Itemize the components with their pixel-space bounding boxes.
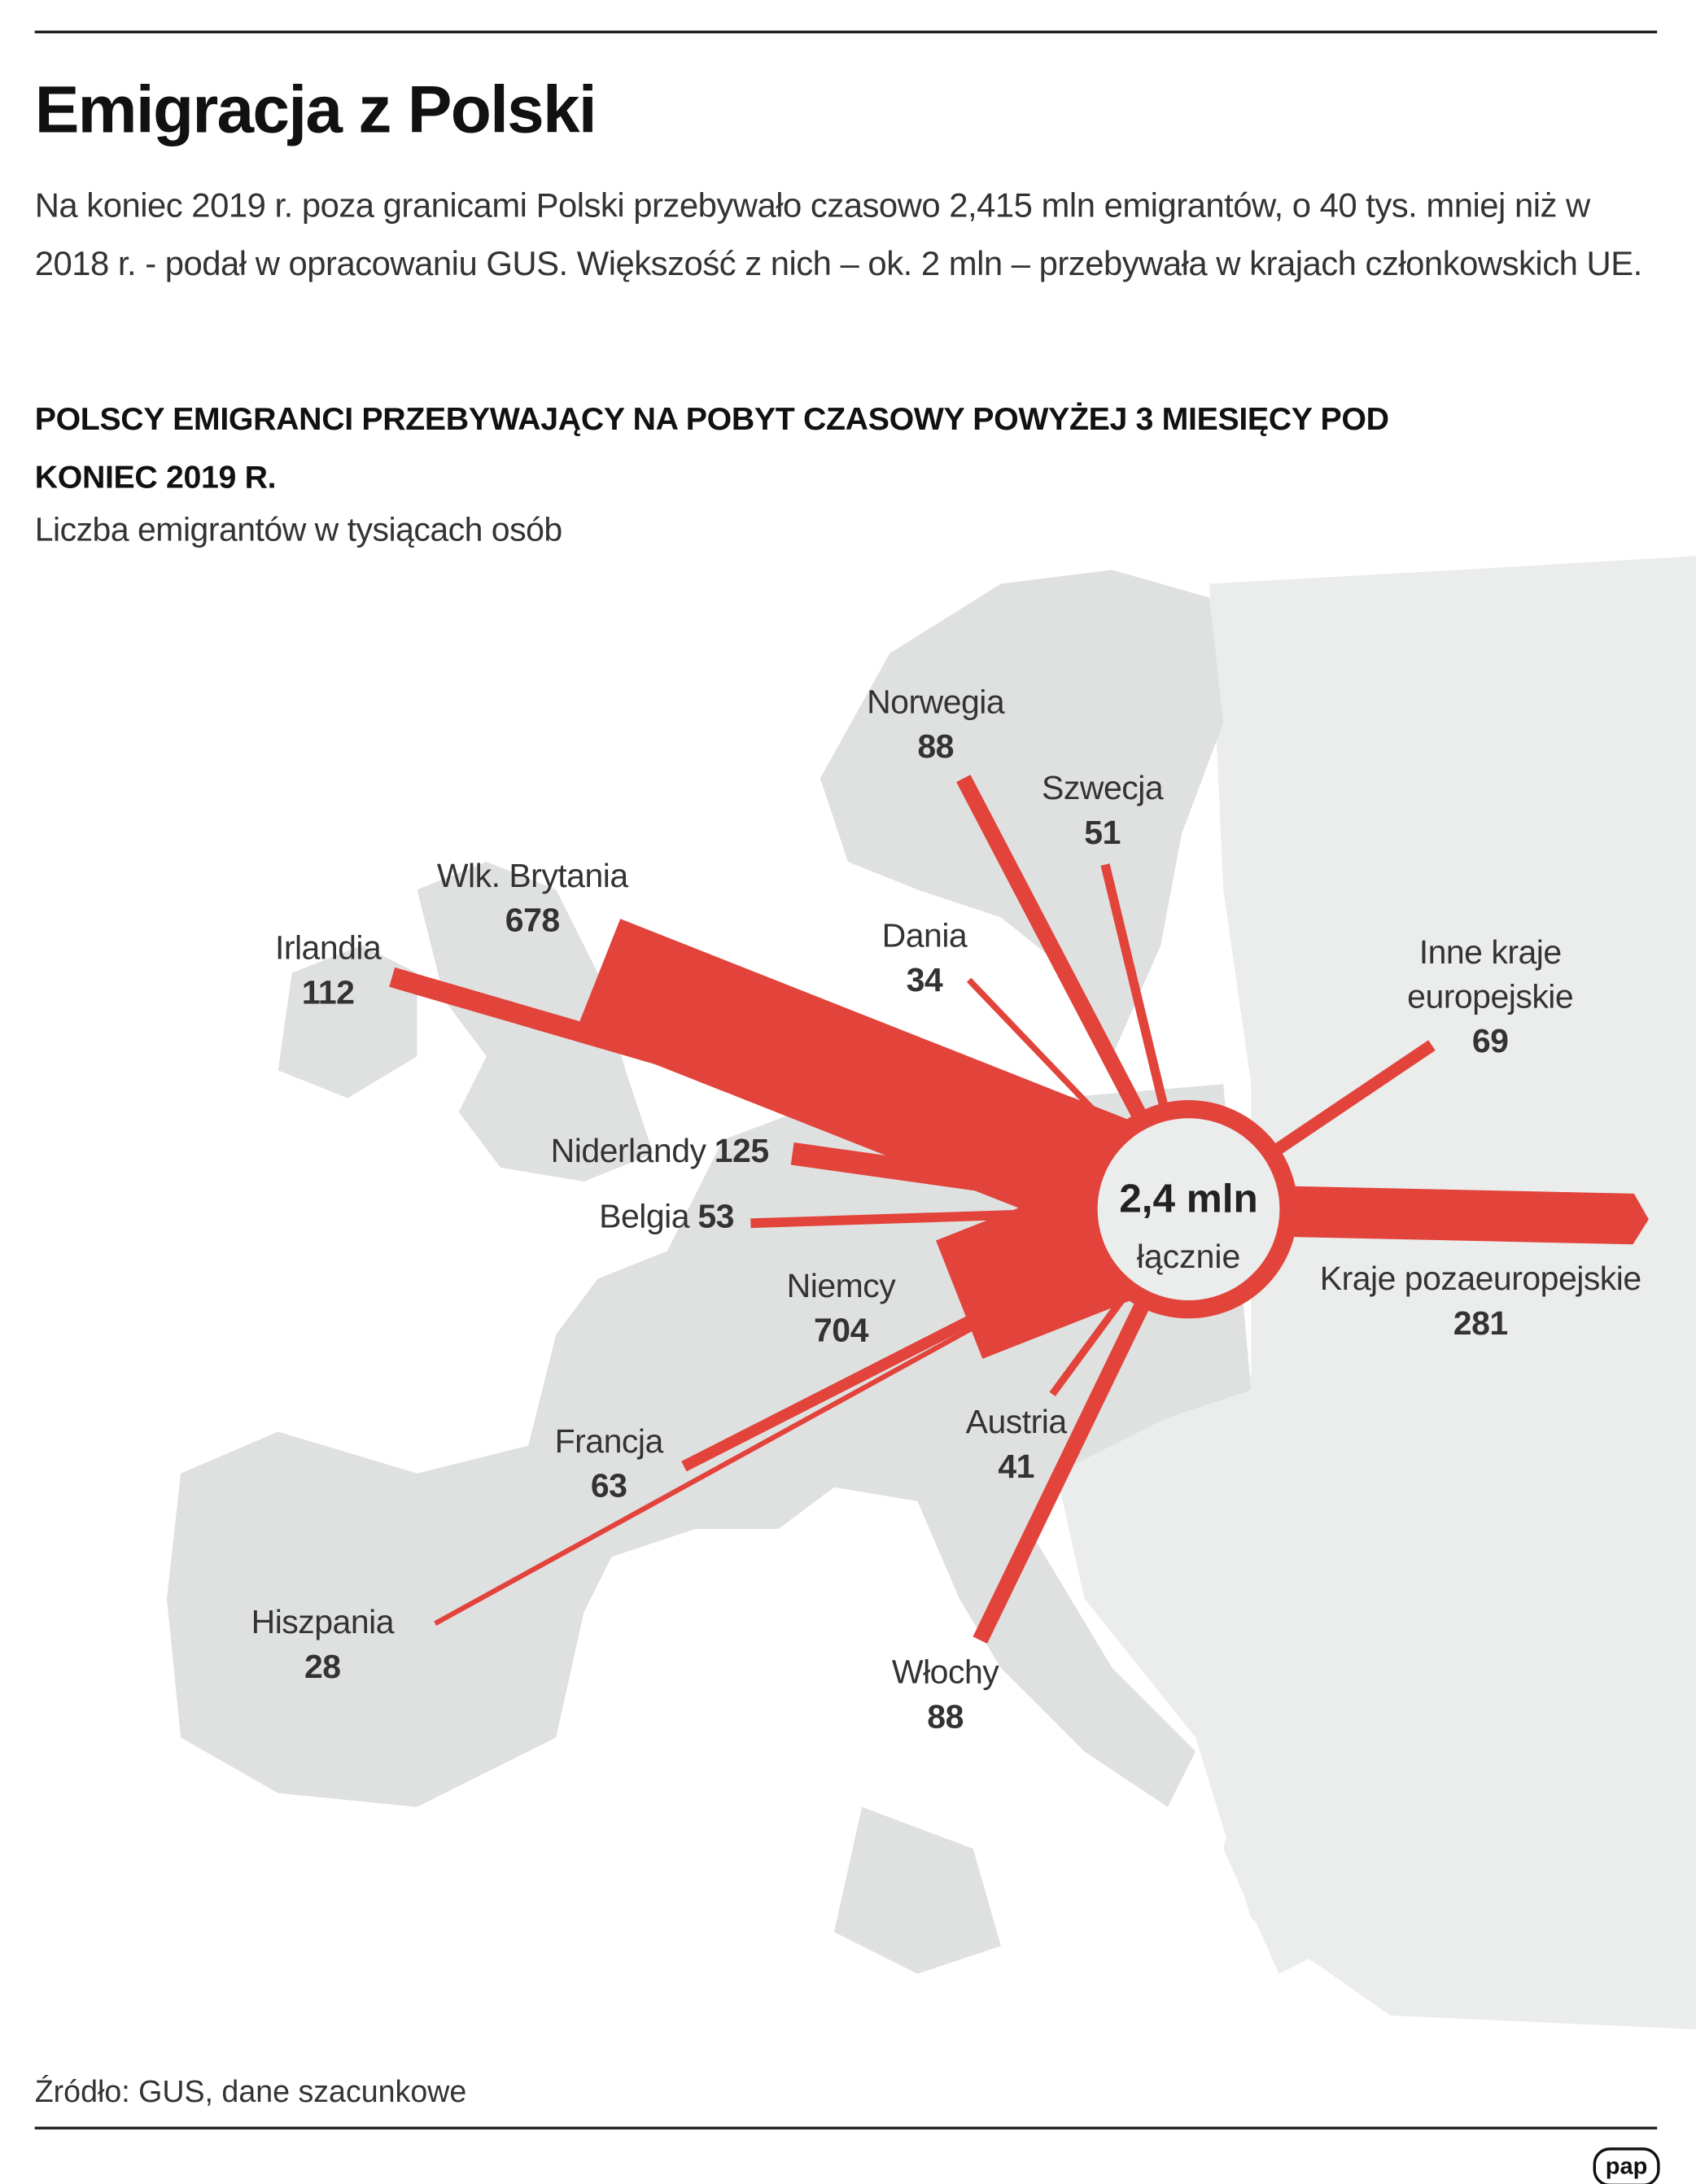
flow-label: Hiszpania 28 (251, 1601, 395, 1690)
country-name: Włochy (891, 1653, 999, 1692)
intro-text: Na koniec 2019 r. poza granicami Polski … (34, 187, 1643, 284)
value-label: 34 (906, 962, 943, 1000)
country-name: Szwecja (1042, 770, 1164, 808)
flow-label: Szwecja 51 (1042, 767, 1164, 856)
flow-label: Irlandia 112 (274, 927, 382, 1016)
value-label: 88 (917, 728, 954, 767)
value-label: 112 (301, 974, 355, 1012)
logo: pap (1593, 2147, 1660, 2184)
flow-label: Niderlandy 125 (550, 1130, 770, 1175)
flow-label: Kraje pozaeuropejskie 281 (1314, 1258, 1647, 1347)
country-name: Niderlandy (550, 1133, 706, 1171)
flow-label: Belgia 53 (599, 1195, 734, 1240)
top-rule (34, 30, 1658, 33)
flow (434, 1207, 1191, 1626)
chart-title: POLSCY EMIGRANCI PRZEBYWAJĄCY NA POBYT C… (34, 400, 1389, 496)
flow-label: Inne kraje europejskie 69 (1372, 931, 1608, 1064)
flow-label: Norwegia 88 (867, 681, 1005, 770)
country-name: Dania (881, 917, 968, 955)
flow (681, 1203, 1191, 1472)
flow (1187, 1183, 1649, 1245)
value-label: 53 (697, 1198, 734, 1236)
center-label: 2,4 mln (1119, 1177, 1258, 1221)
value-label: 678 (505, 902, 560, 940)
bottom-rule (34, 2126, 1658, 2129)
country-name: Hiszpania (251, 1604, 395, 1642)
value-label: 281 (1453, 1304, 1508, 1343)
country-name: Austria (965, 1404, 1068, 1442)
country-name: Wlk. Brytania (436, 857, 628, 896)
value-label: 704 (814, 1312, 868, 1350)
flow (973, 1205, 1196, 1644)
source: Źródło: GUS, dane szacunkowe (34, 2073, 467, 2109)
chart-subtitle: Liczba emigrantów w tysiącach osób (34, 511, 562, 549)
country-name: Niemcy (786, 1267, 896, 1305)
flow (956, 775, 1196, 1213)
flow-label: Francja 63 (554, 1421, 664, 1509)
country-name: Norwegia (867, 684, 1005, 722)
center-sublabel: łącznie (1137, 1238, 1241, 1275)
country-name: Irlandia (274, 929, 382, 968)
value-label: 69 (1471, 1023, 1509, 1061)
value-label: 28 (304, 1648, 341, 1687)
flow-label: Wlk. Brytania 678 (437, 855, 628, 944)
value-label: 88 (927, 1698, 964, 1736)
flow-label: Dania 34 (882, 915, 968, 1003)
flow (389, 967, 1191, 1220)
value-label: 63 (590, 1467, 627, 1505)
value-label: 41 (998, 1448, 1034, 1487)
country-name: Inne kraje europejskie (1407, 933, 1574, 1016)
center-circle (1079, 1100, 1298, 1319)
country-name: Belgia (599, 1198, 690, 1236)
value-label: 51 (1084, 815, 1121, 853)
country-name: Francja (554, 1423, 664, 1461)
value-label: 125 (714, 1133, 769, 1171)
title: Emigracja z Polski (34, 73, 597, 148)
country-name: Kraje pozaeuropejskie (1319, 1260, 1641, 1299)
flow-label: Niemcy 704 (787, 1265, 896, 1353)
flow-label: Włochy 88 (892, 1651, 999, 1740)
flow-label: Austria 41 (965, 1401, 1068, 1490)
